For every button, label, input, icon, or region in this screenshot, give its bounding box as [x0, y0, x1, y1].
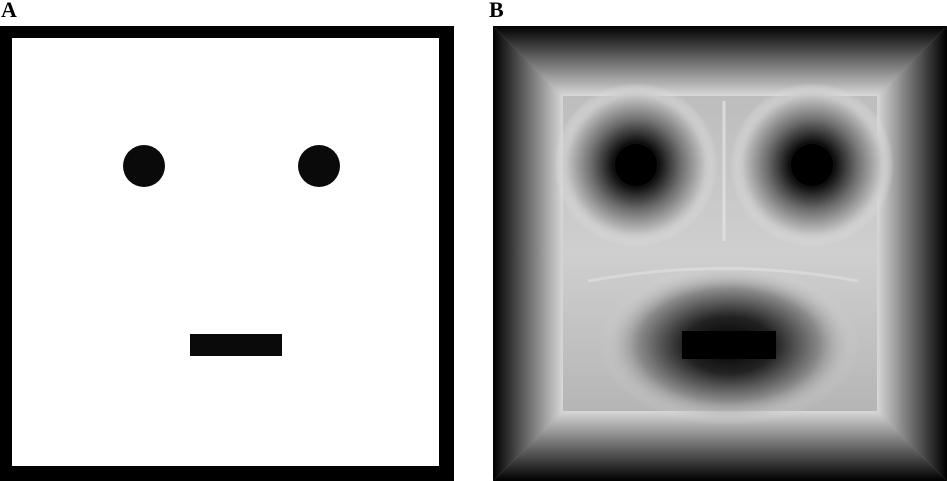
right-eye-core [791, 144, 833, 186]
frame-right-gradient [877, 26, 947, 481]
distance-map-svg [493, 26, 947, 481]
right-eye-shape [298, 145, 340, 187]
left-eye-shape [123, 145, 165, 187]
left-eye-core [615, 144, 657, 186]
panel-a-binary-face [0, 26, 454, 481]
frame-bottom-gradient [493, 411, 947, 481]
frame-top-gradient [493, 26, 947, 96]
panel-b-distance-map [493, 26, 947, 481]
panel-b-label: B [489, 0, 504, 22]
panel-a-label: A [1, 0, 17, 22]
panel-a-canvas [12, 38, 439, 466]
mouth-shape [190, 334, 282, 356]
mouth-core [682, 331, 776, 359]
ridge-middle [587, 267, 859, 283]
frame-left-gradient [493, 26, 563, 481]
